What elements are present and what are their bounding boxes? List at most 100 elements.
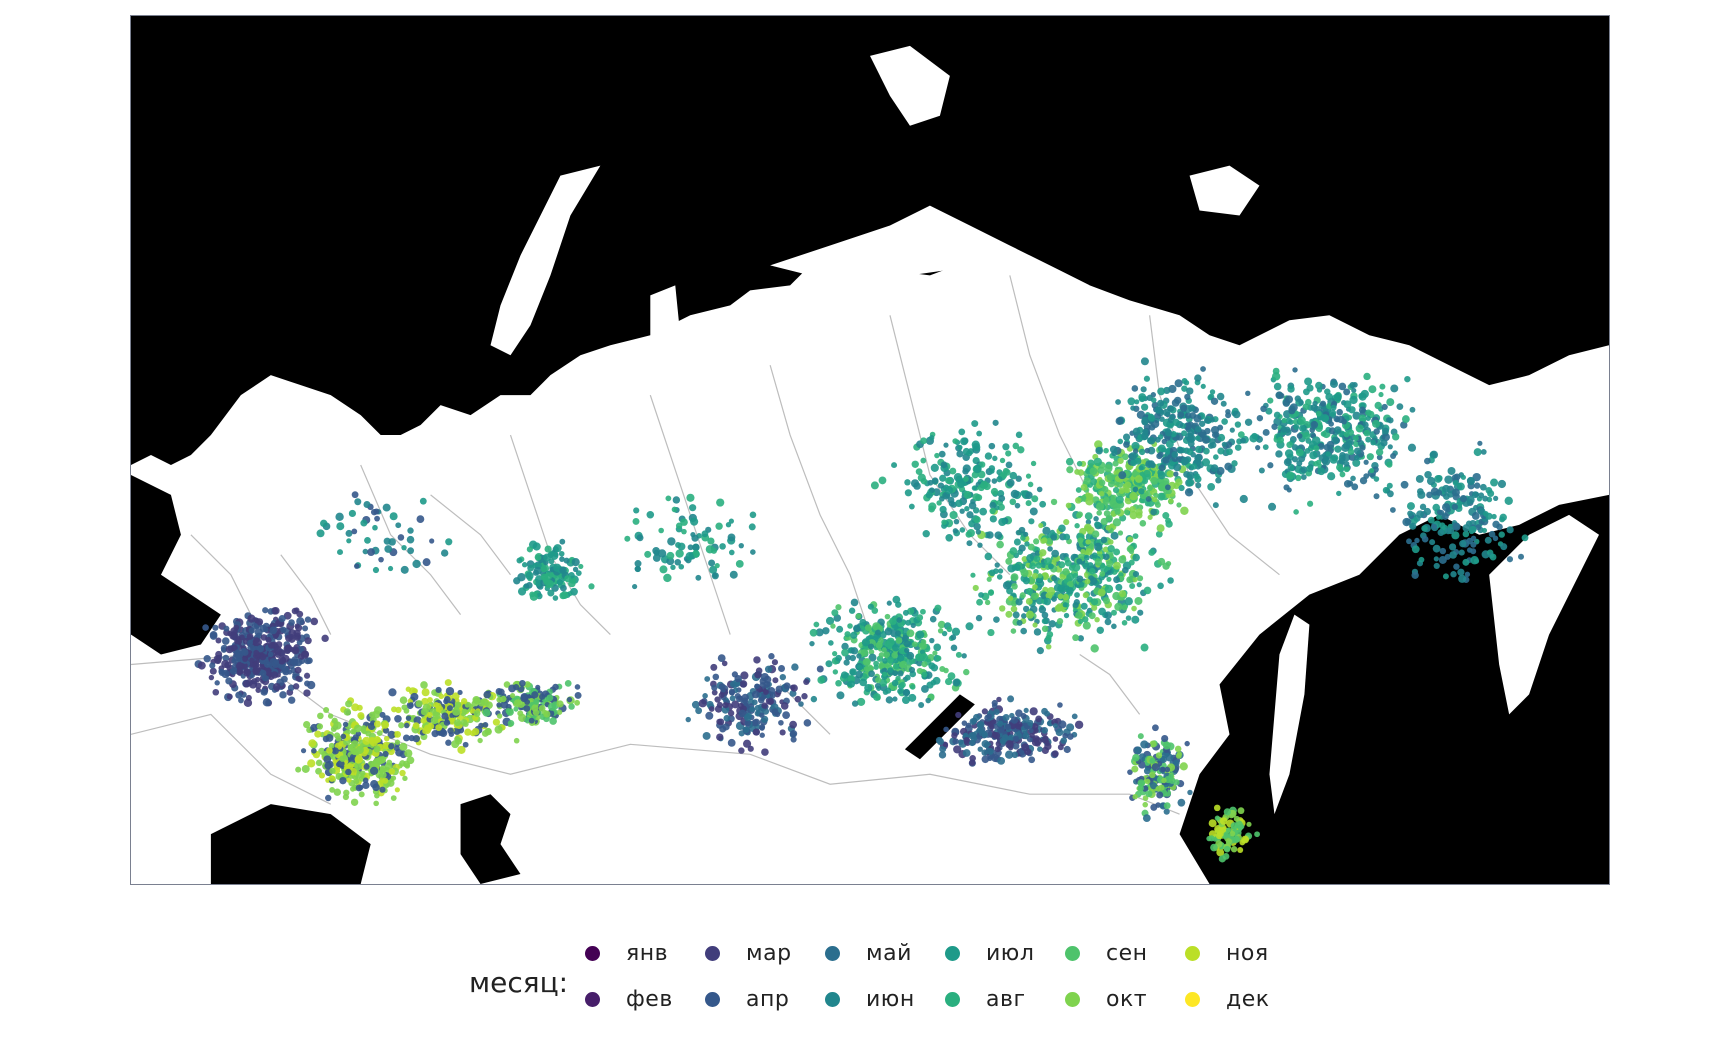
fire-point [779, 729, 786, 736]
fire-point [1152, 724, 1159, 732]
fire-point [1472, 472, 1481, 482]
fire-point [1239, 839, 1246, 846]
fire-point [1006, 478, 1015, 487]
fire-point [921, 661, 928, 668]
fire-point [977, 484, 985, 492]
fire-point [965, 722, 972, 729]
fire-point [962, 447, 970, 456]
fire-map[interactable] [130, 15, 1610, 885]
fire-point [1439, 522, 1446, 529]
fire-point [1184, 393, 1191, 401]
fire-point [737, 702, 744, 709]
fire-point [1187, 429, 1195, 437]
fire-point [993, 616, 1000, 623]
fire-point [981, 749, 988, 756]
fire-point [1171, 451, 1179, 458]
fire-point [991, 703, 998, 709]
fire-point [1421, 535, 1429, 543]
fire-point [1143, 469, 1151, 478]
fire-point [346, 538, 352, 544]
fire-point [1165, 484, 1171, 491]
fire-point [447, 727, 454, 735]
fire-point [663, 573, 672, 583]
fire-point [1168, 773, 1174, 779]
fire-point [1313, 445, 1320, 452]
fire-point [494, 725, 503, 734]
fire-point [1436, 474, 1443, 482]
fire-point [283, 611, 292, 620]
fire-point [936, 500, 942, 506]
fire-point [941, 630, 948, 637]
fire-point [739, 680, 748, 688]
fire-point [1041, 537, 1048, 544]
fire-point [1110, 494, 1118, 502]
fire-point [1429, 450, 1439, 459]
fire-point [1229, 427, 1235, 433]
fire-point [1162, 408, 1171, 417]
fire-point [301, 764, 310, 773]
fire-point [1041, 735, 1049, 744]
fire-point [323, 707, 330, 713]
fire-point [1144, 778, 1151, 785]
fire-point [1273, 382, 1282, 391]
fire-point [538, 705, 546, 712]
fire-point [373, 745, 381, 753]
fire-point [523, 705, 531, 712]
fire-point [1147, 436, 1156, 445]
fire-point [394, 739, 401, 745]
fire-point [969, 759, 976, 766]
fire-point [1093, 457, 1102, 467]
fire-point [1143, 767, 1151, 775]
fire-point [1022, 732, 1030, 740]
fire-point [913, 482, 921, 490]
fire-point [1025, 610, 1035, 619]
fire-point [1271, 423, 1278, 430]
fire-point [718, 692, 725, 699]
fire-point [547, 702, 556, 711]
fire-point [1217, 424, 1224, 431]
fire-point [1121, 453, 1129, 461]
fire-point [791, 663, 799, 671]
fire-point [1147, 514, 1153, 520]
fire-point [408, 735, 415, 742]
fire-point [505, 708, 512, 714]
fire-point [574, 691, 582, 699]
fire-point [1419, 503, 1427, 511]
fire-point [911, 641, 918, 648]
fire-point [1237, 846, 1244, 853]
fire-point [1365, 415, 1371, 421]
fire-point [728, 688, 736, 696]
fire-point [1321, 457, 1331, 466]
fire-point [1164, 448, 1172, 455]
fire-point [1225, 838, 1233, 845]
fire-point [263, 626, 269, 633]
fire-point [677, 542, 686, 551]
fire-point [1475, 524, 1482, 531]
fire-point [937, 628, 944, 634]
fire-point [973, 516, 981, 524]
fire-point [337, 759, 345, 768]
fire-point [934, 452, 940, 459]
fire-point [549, 717, 557, 725]
fire-point [1161, 734, 1169, 743]
fire-point [870, 481, 879, 490]
fire-point [1245, 390, 1251, 397]
fire-point [1181, 430, 1188, 437]
fire-point [861, 638, 871, 647]
fire-point [343, 708, 352, 716]
fire-point [1138, 465, 1144, 471]
fire-point [835, 679, 842, 687]
legend-item: янв [585, 930, 705, 976]
fire-point [255, 687, 262, 693]
fire-point [1074, 592, 1080, 598]
fire-point [373, 757, 380, 764]
fire-point [1042, 526, 1051, 535]
fire-point [909, 684, 916, 690]
fire-point [902, 609, 909, 616]
fire-point [368, 737, 375, 744]
fire-point [1105, 514, 1113, 522]
fire-point [1343, 388, 1351, 396]
fire-point [1291, 456, 1299, 463]
fire-point [362, 548, 369, 555]
fire-point [729, 570, 738, 579]
